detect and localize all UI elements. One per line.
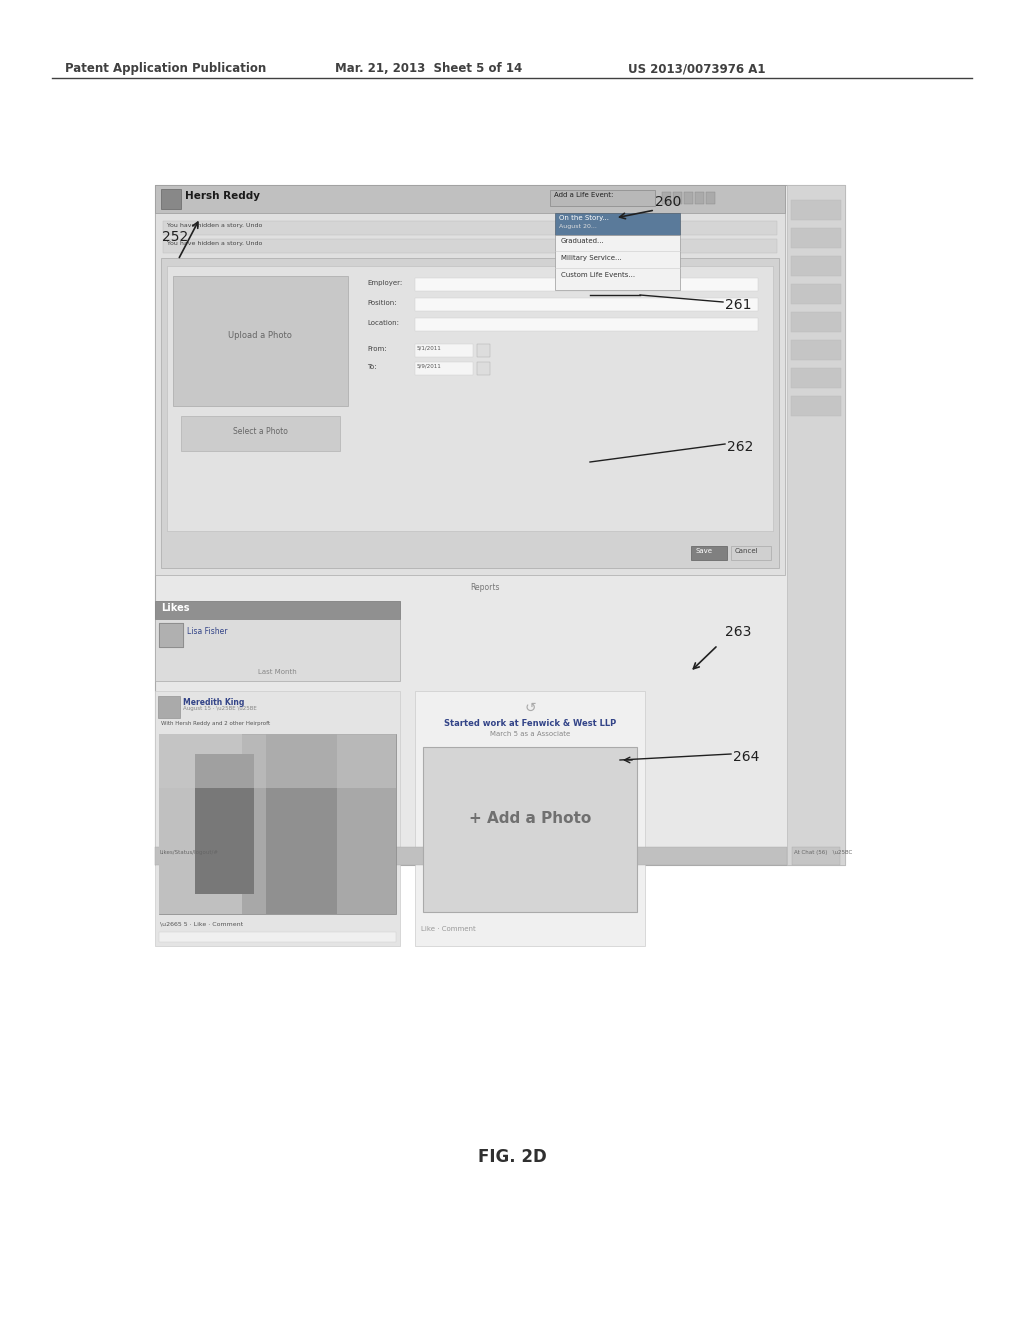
Bar (159, 623, 183, 647)
Bar (163, 220, 777, 235)
Bar (195, 754, 254, 894)
Text: Upload a Photo: Upload a Photo (228, 331, 292, 341)
Bar (155, 185, 845, 865)
Text: Graduated...: Graduated... (561, 238, 605, 244)
Bar (791, 284, 841, 304)
Text: 264: 264 (733, 750, 760, 764)
Bar (415, 298, 758, 312)
Bar (477, 345, 490, 356)
Text: Lisa Fisher: Lisa Fisher (187, 627, 227, 636)
Bar (550, 190, 655, 206)
Bar (706, 191, 715, 205)
Bar (555, 235, 680, 290)
Bar (662, 191, 671, 205)
Text: \u2665 5 · Like · Comment: \u2665 5 · Like · Comment (160, 921, 243, 927)
Text: 260: 260 (655, 195, 681, 209)
Text: Location:: Location: (367, 319, 399, 326)
Text: Like · Comment: Like · Comment (421, 927, 476, 932)
Text: Started work at Fenwick & West LLP: Started work at Fenwick & West LLP (443, 719, 616, 729)
Text: 5/1/2011: 5/1/2011 (417, 346, 441, 351)
Text: 261: 261 (725, 298, 752, 312)
Text: You have hidden a story. Undo: You have hidden a story. Undo (167, 242, 262, 246)
Text: 5/9/2011: 5/9/2011 (417, 364, 441, 370)
Text: US 2013/0073976 A1: US 2013/0073976 A1 (628, 62, 766, 75)
Bar (155, 847, 787, 865)
Text: You have hidden a story. Undo: You have hidden a story. Undo (167, 223, 262, 228)
Text: Patent Application Publication: Patent Application Publication (65, 62, 266, 75)
Bar (161, 257, 779, 568)
Text: ↺: ↺ (524, 701, 536, 715)
Bar (415, 279, 758, 290)
Bar (155, 185, 785, 576)
Bar (731, 546, 771, 560)
Text: 252: 252 (162, 230, 188, 244)
Bar (673, 191, 682, 205)
Bar (155, 690, 400, 946)
Bar (159, 623, 183, 647)
Bar (477, 362, 490, 375)
Text: Last Month: Last Month (258, 669, 296, 675)
Bar (791, 396, 841, 416)
Text: + Add a Photo: + Add a Photo (469, 810, 591, 826)
Bar (415, 318, 758, 331)
Bar (415, 690, 645, 946)
Bar (155, 185, 785, 213)
Text: 263: 263 (725, 624, 752, 639)
Bar (791, 368, 841, 388)
Bar (415, 345, 473, 356)
Bar (158, 696, 180, 718)
Text: At Chat (56)   \u25BC: At Chat (56) \u25BC (794, 850, 852, 855)
Text: Military Service...: Military Service... (561, 255, 622, 261)
Bar (791, 312, 841, 333)
Text: Position:: Position: (367, 300, 396, 306)
Bar (691, 546, 727, 560)
Text: Employer:: Employer: (367, 280, 402, 286)
Bar (159, 734, 396, 913)
Bar (159, 734, 242, 913)
Text: August 15 · \u25BE \u25BE: August 15 · \u25BE \u25BE (183, 706, 257, 711)
Bar (791, 256, 841, 276)
Text: August 20...: August 20... (559, 224, 597, 228)
Text: Likes: Likes (161, 603, 189, 612)
Text: With Hersh Reddy and 2 other Heirproft: With Hersh Reddy and 2 other Heirproft (161, 721, 270, 726)
Bar (159, 932, 396, 942)
Bar (423, 747, 637, 912)
Text: On the Story...: On the Story... (559, 215, 609, 220)
Bar (791, 201, 841, 220)
Text: Add a Life Event:: Add a Life Event: (554, 191, 613, 198)
Text: Hersh Reddy: Hersh Reddy (185, 191, 260, 201)
Text: FIG. 2D: FIG. 2D (477, 1148, 547, 1166)
Bar (684, 191, 693, 205)
Text: Cancel: Cancel (735, 548, 759, 554)
Text: To:: To: (367, 364, 377, 370)
Bar (265, 734, 337, 913)
Text: Reports: Reports (470, 583, 500, 591)
Text: Meredith King: Meredith King (183, 698, 245, 708)
Bar (792, 847, 840, 865)
Bar (415, 362, 473, 375)
Text: March 5 as a Associate: March 5 as a Associate (489, 731, 570, 737)
Bar (163, 239, 777, 253)
Bar (155, 601, 400, 619)
Bar (695, 191, 705, 205)
Text: Mar. 21, 2013  Sheet 5 of 14: Mar. 21, 2013 Sheet 5 of 14 (335, 62, 522, 75)
Bar (787, 185, 845, 865)
Text: From:: From: (367, 346, 387, 352)
Text: Likes/Status/logout/#: Likes/Status/logout/# (160, 850, 219, 855)
Bar (167, 267, 773, 531)
Bar (173, 276, 348, 407)
Bar (181, 416, 340, 451)
Text: Select a Photo: Select a Photo (232, 426, 288, 436)
Text: Custom Life Events...: Custom Life Events... (561, 272, 635, 279)
Text: Save: Save (696, 548, 713, 554)
Bar (791, 341, 841, 360)
Bar (555, 213, 680, 235)
Bar (161, 189, 181, 209)
Bar (791, 228, 841, 248)
Bar (159, 734, 396, 788)
Bar (155, 601, 400, 681)
Text: 262: 262 (727, 440, 754, 454)
